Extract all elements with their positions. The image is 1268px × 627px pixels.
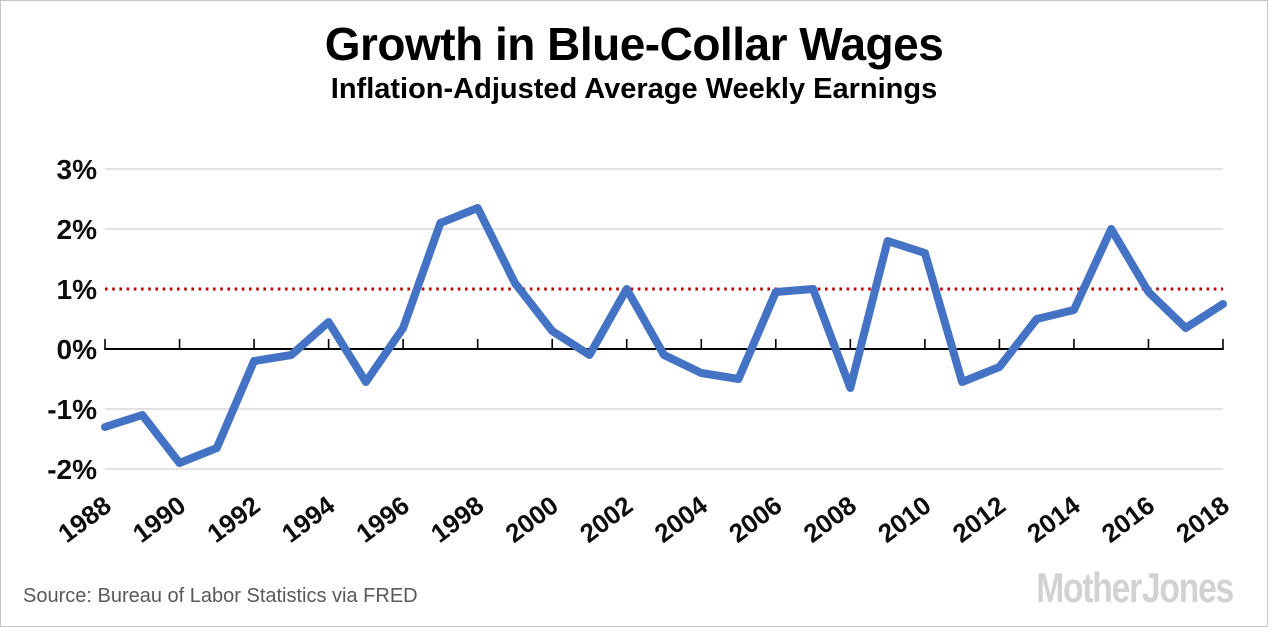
chart-subtitle: Inflation-Adjusted Average Weekly Earnin…: [330, 73, 938, 105]
source-note: Source: Bureau of Labor Statistics via F…: [23, 585, 418, 607]
x-tick-label: 2000: [500, 490, 564, 549]
x-tick-label: 2018: [1170, 490, 1234, 549]
x-tick-label: 1998: [425, 490, 489, 549]
y-tick-label: 0%: [57, 334, 98, 365]
x-tick-label: 2006: [723, 490, 787, 549]
chart-title: Growth in Blue-Collar Wages: [324, 18, 944, 70]
y-tick-label: 3%: [57, 154, 98, 185]
y-tick-label: 2%: [57, 214, 98, 245]
x-tick-label: 1992: [201, 490, 265, 549]
x-tick-label: 1990: [127, 490, 191, 549]
x-tick-label: 2004: [649, 490, 714, 549]
y-tick-label: -2%: [47, 454, 97, 485]
x-tick-label: 1988: [52, 490, 116, 549]
wage-growth-line: [101, 204, 1227, 467]
x-tick-label: 2010: [872, 490, 936, 549]
x-tick-label: 1996: [350, 490, 414, 549]
x-tick-label: 2016: [1096, 490, 1160, 549]
x-tick-label: 2012: [947, 490, 1011, 549]
mother-jones-logo: Mother Jones: [1036, 564, 1234, 611]
x-tick-label: 1994: [276, 490, 341, 549]
x-tick-label: 2002: [574, 490, 638, 549]
x-tick-label: 2008: [798, 490, 862, 549]
y-tick-label: 1%: [57, 274, 98, 305]
x-tick-label: 2014: [1021, 490, 1086, 549]
y-tick-label: -1%: [47, 394, 97, 425]
